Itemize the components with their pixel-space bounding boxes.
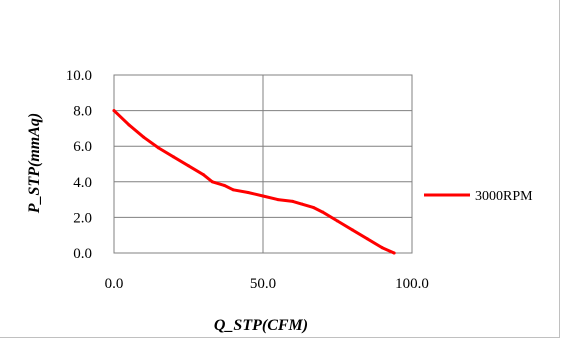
legend-label: 3000RPM: [475, 189, 533, 204]
data-point: [222, 183, 226, 187]
y-tick-label: 8.0: [73, 104, 92, 120]
y-axis-title: P_STP(mmAq): [26, 113, 43, 214]
grid-layer: [114, 75, 412, 253]
x-tick-label: 100.0: [395, 276, 429, 292]
data-point: [392, 251, 396, 255]
series-layer: [112, 109, 396, 255]
chart-border-right: [559, 0, 560, 337]
data-point: [321, 210, 325, 214]
data-point: [300, 202, 304, 206]
plot-frame: [113, 74, 413, 254]
data-point: [142, 135, 146, 139]
data-point: [112, 109, 116, 113]
data-point: [261, 194, 265, 198]
series-line-3000rpm: [112, 109, 396, 255]
data-point: [201, 173, 205, 177]
data-point: [187, 164, 190, 168]
y-tick-label: 0.0: [73, 246, 92, 262]
data-point: [127, 123, 131, 127]
data-point: [336, 219, 339, 223]
data-point: [276, 198, 280, 202]
data-point: [210, 180, 214, 184]
data-point: [172, 155, 176, 159]
tick-layer: 0.0 2.0 4.0 6.0 8.0 10.0 0.0 50.0 100.0: [66, 68, 429, 292]
data-point: [291, 199, 295, 203]
data-point: [380, 246, 384, 250]
data-point: [350, 228, 354, 232]
y-tick-label: 4.0: [73, 175, 92, 191]
x-tick-label: 50.0: [250, 276, 276, 292]
data-point: [231, 188, 235, 192]
data-point: [157, 146, 161, 150]
data-point: [365, 237, 369, 241]
y-tick-label: 6.0: [73, 139, 92, 155]
y-tick-label: 10.0: [66, 68, 92, 84]
legend: 3000RPM: [424, 189, 533, 204]
x-axis-title: Q_STP(CFM): [214, 317, 308, 334]
x-tick-label: 0.0: [105, 276, 124, 292]
data-point: [246, 190, 250, 194]
chart-border-bottom: [0, 337, 560, 338]
data-point: [312, 206, 316, 210]
y-tick-label: 2.0: [73, 210, 92, 226]
